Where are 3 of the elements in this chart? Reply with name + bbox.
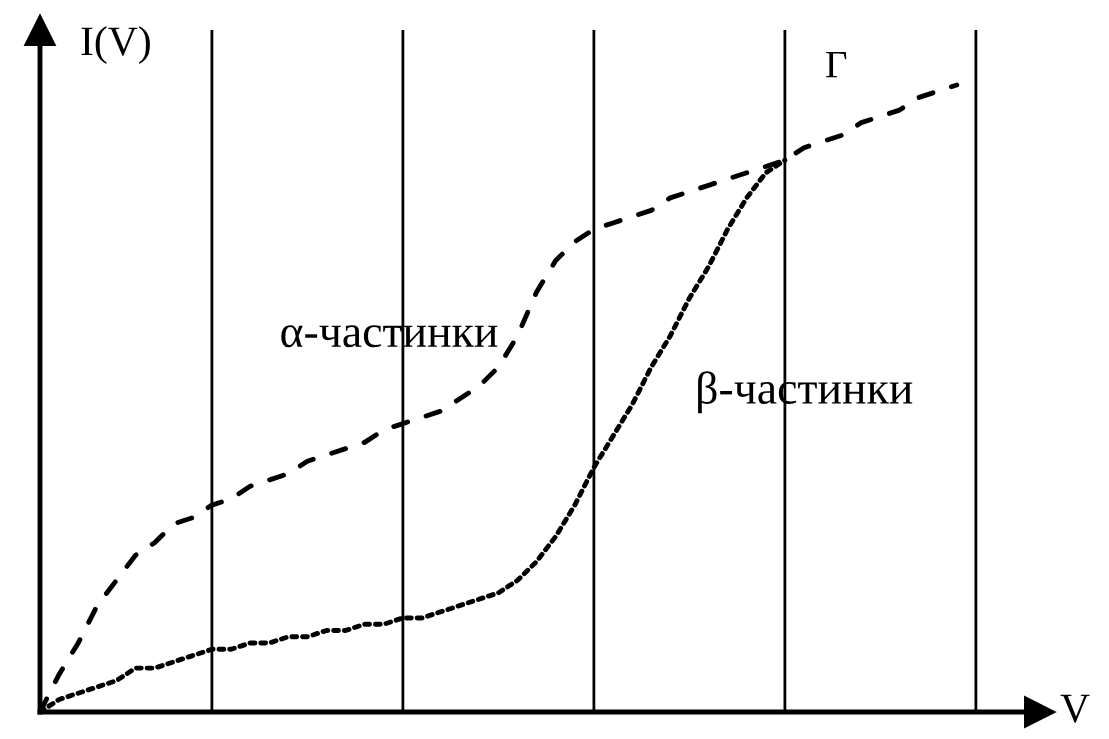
y-axis-title: I(V) (81, 26, 150, 64)
x-axis-title: V (1060, 694, 1090, 723)
text: Γ (826, 51, 847, 78)
